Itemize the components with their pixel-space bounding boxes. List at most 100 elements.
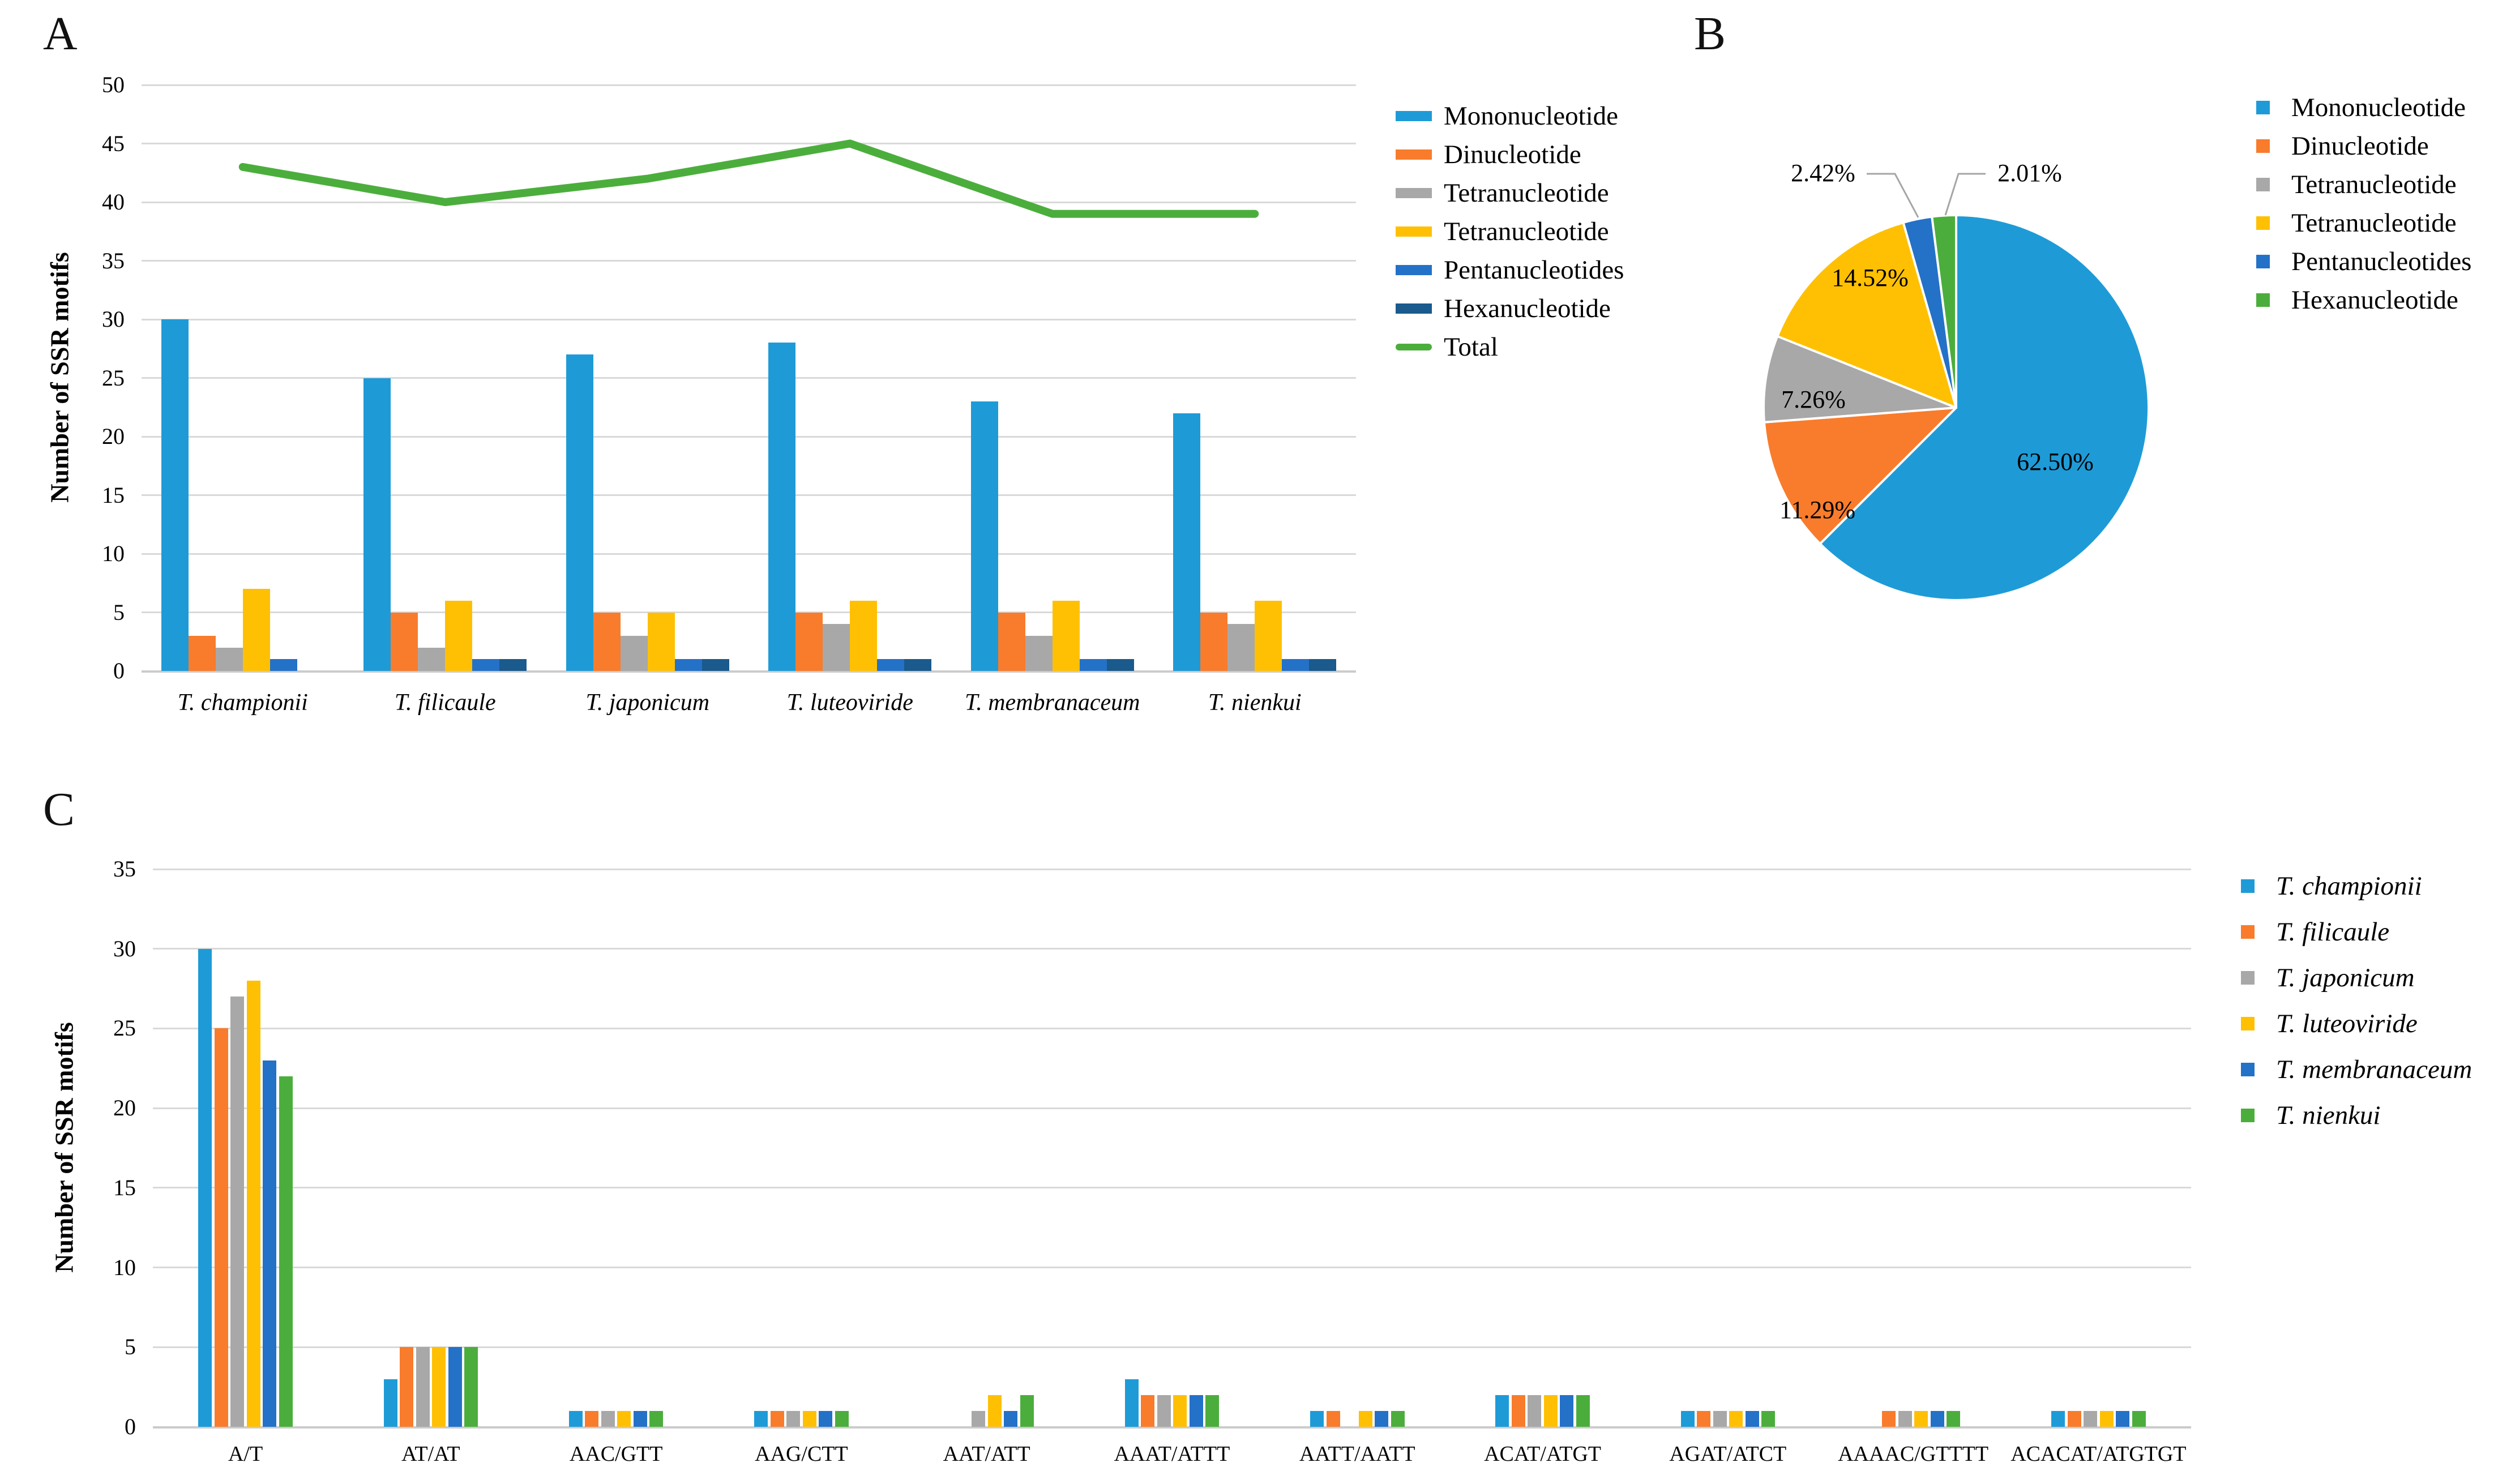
bar xyxy=(1495,1395,1509,1427)
bar xyxy=(823,624,850,671)
legend-item-label: Mononucleotide xyxy=(2291,93,2466,122)
bar xyxy=(1052,600,1080,671)
legend-item-label: T. japonicum xyxy=(2276,963,2415,993)
bar xyxy=(601,1410,615,1427)
bar xyxy=(1189,1395,1203,1427)
gridline xyxy=(153,1187,2191,1189)
bar xyxy=(391,612,418,671)
y-tick-label: 15 xyxy=(113,1174,136,1200)
legend-swatch xyxy=(2241,925,2255,939)
gridline xyxy=(142,84,1356,86)
x-category-label: AATT/AATT xyxy=(1299,1442,1415,1466)
bar xyxy=(754,1410,768,1427)
bar xyxy=(1106,659,1134,671)
bar xyxy=(1282,659,1310,671)
panel-a-label: A xyxy=(43,7,78,60)
legend-swatch xyxy=(2241,1063,2255,1076)
y-tick-label: 50 xyxy=(102,72,125,97)
legend-swatch xyxy=(2256,293,2270,307)
bar xyxy=(1947,1410,1961,1427)
bar xyxy=(904,659,932,671)
legend-swatch-line xyxy=(1396,344,1432,350)
y-tick-label: 0 xyxy=(113,658,125,683)
pie-slice xyxy=(1819,214,2150,601)
bar xyxy=(568,1410,583,1427)
bar xyxy=(617,1410,631,1427)
pie-slice-label: 2.42% xyxy=(1791,159,1855,187)
legend-item-label: T. championii xyxy=(2276,871,2422,901)
bar xyxy=(1310,1410,1324,1427)
bar xyxy=(1745,1410,1759,1427)
gridline xyxy=(142,553,1356,555)
y-tick-label: 10 xyxy=(113,1254,136,1280)
legend-swatch xyxy=(2241,1109,2255,1122)
pie-slice xyxy=(1763,335,1957,424)
y-tick-label: 30 xyxy=(113,935,136,961)
bar xyxy=(1882,1410,1896,1427)
bar xyxy=(835,1410,849,1427)
gridline xyxy=(142,494,1356,496)
x-category-label: AAAAC/GTTTT xyxy=(1838,1442,1989,1466)
legend-swatch xyxy=(1396,265,1432,275)
bar xyxy=(770,1410,784,1427)
bar xyxy=(1511,1395,1525,1427)
legend-item-label: Hexanucleotide xyxy=(1444,294,1611,323)
bar xyxy=(2132,1410,2146,1427)
x-category-label: T. filicaule xyxy=(394,690,496,716)
bar xyxy=(701,659,729,671)
bar xyxy=(972,1410,986,1427)
bar xyxy=(647,612,675,671)
bar xyxy=(1205,1395,1220,1427)
legend-swatch xyxy=(2241,1017,2255,1030)
bar xyxy=(1326,1410,1340,1427)
x-category-label: A/T xyxy=(228,1442,263,1466)
legend-swatch xyxy=(2256,178,2270,191)
bar xyxy=(970,401,998,671)
gridline xyxy=(142,377,1356,379)
bar xyxy=(802,1410,816,1427)
legend-swatch xyxy=(2256,139,2270,153)
bar xyxy=(566,354,593,671)
x-category-label: T. nienkui xyxy=(1208,690,1302,716)
gridline xyxy=(153,1267,2191,1269)
bar xyxy=(246,981,260,1427)
y-tick-label: 5 xyxy=(125,1334,136,1360)
legend-item-label: Pentanucleotides xyxy=(1444,255,1624,285)
pie-slice xyxy=(1931,213,1957,409)
legend-swatch xyxy=(1396,149,1432,160)
y-tick-label: 25 xyxy=(113,1015,136,1041)
pie-slice-label: 2.01% xyxy=(1997,159,2062,187)
pie-label-leader-line xyxy=(1944,173,1986,216)
gridline xyxy=(142,435,1356,438)
bar xyxy=(786,1410,801,1427)
bar xyxy=(1697,1410,1711,1427)
y-tick-label: 40 xyxy=(102,189,125,215)
panel-c-y-axis-title: Number of SSR motifs xyxy=(49,1022,79,1273)
pie-slice-label: 62.50% xyxy=(2017,448,2094,476)
bar xyxy=(1173,413,1201,671)
bar xyxy=(1124,1379,1139,1427)
bar xyxy=(400,1347,414,1427)
gridline xyxy=(153,948,2191,950)
bar xyxy=(383,1379,397,1427)
bar xyxy=(472,659,500,671)
x-category-label: ACAT/ATGT xyxy=(1484,1442,1601,1466)
y-tick-label: 25 xyxy=(102,365,125,391)
bar xyxy=(620,635,648,671)
y-tick-label: 35 xyxy=(113,856,136,882)
gridline xyxy=(153,868,2191,870)
bar xyxy=(1141,1395,1155,1427)
bar xyxy=(1543,1395,1558,1427)
bar xyxy=(1004,1410,1018,1427)
bar xyxy=(1761,1410,1776,1427)
bar xyxy=(1255,600,1282,671)
gridline xyxy=(142,143,1356,144)
bar xyxy=(448,1347,462,1427)
x-axis-line xyxy=(142,670,1356,673)
bar xyxy=(877,659,905,671)
y-tick-label: 30 xyxy=(102,306,125,332)
legend-item-label: T. luteoviride xyxy=(2276,1009,2418,1038)
gridline xyxy=(153,1107,2191,1109)
bar xyxy=(2051,1410,2065,1427)
bar xyxy=(795,612,823,671)
